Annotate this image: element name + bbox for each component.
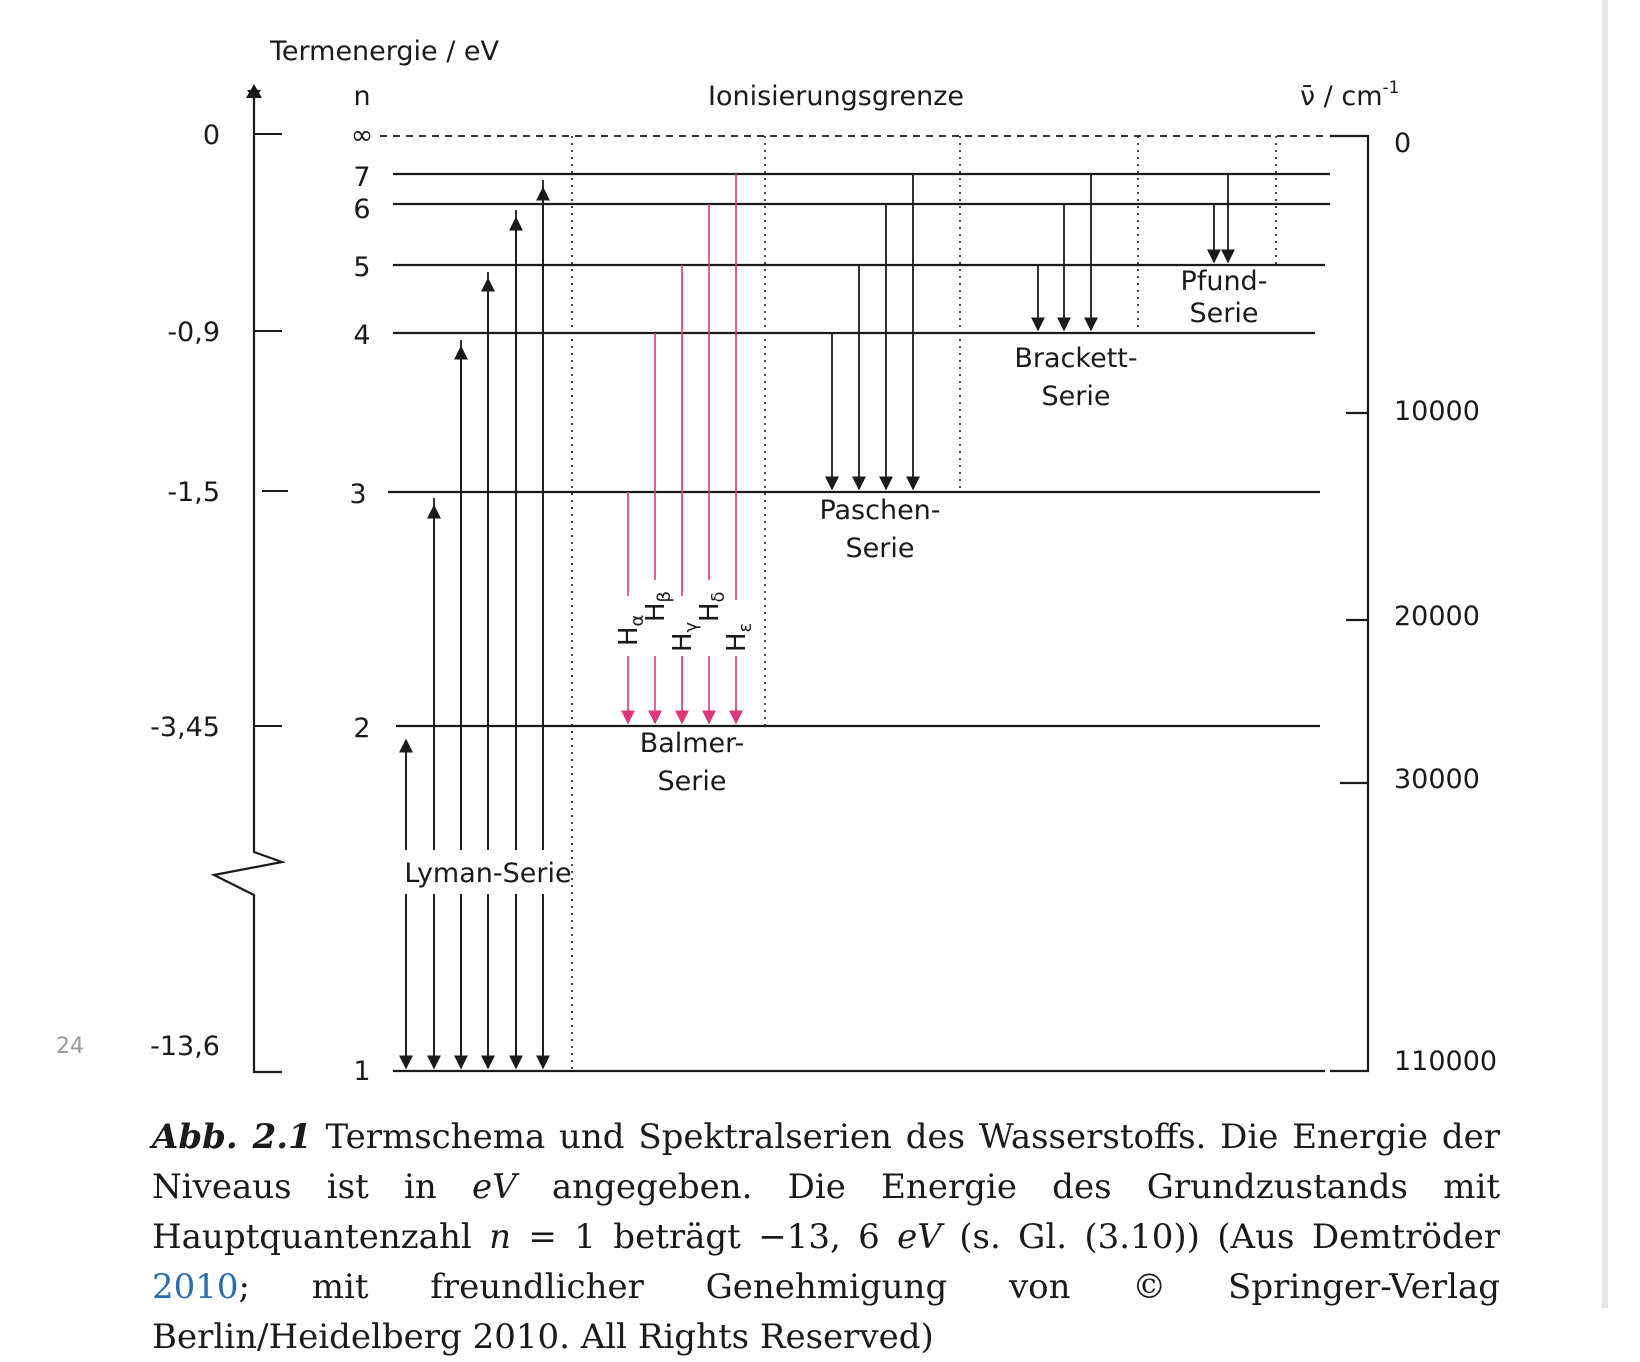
series-dividers: [571, 136, 1277, 1071]
balmer-label-alpha: Hα: [614, 615, 648, 646]
n-label-inf: ∞: [351, 120, 374, 151]
energy-axis-title: Termenergie / eV: [269, 36, 500, 67]
n-label-6: 6: [353, 194, 370, 225]
brackett-label-1: Brackett-: [1014, 343, 1137, 374]
pfund-label-2: Serie: [1190, 298, 1259, 329]
energy-axis: [210, 84, 288, 1074]
paschen-label-1: Paschen-: [819, 495, 940, 526]
energy-tick-0: 0: [203, 120, 220, 151]
wavenumber-tick-0: 0: [1394, 128, 1411, 159]
balmer-line-labels: Hα Hβ Hγ Hδ Hε: [614, 591, 756, 652]
n-label-2: 2: [353, 713, 370, 744]
energy-tick-2: -1,5: [167, 477, 220, 508]
brackett-arrows: [1031, 174, 1098, 332]
caption-lead: Abb. 2.1: [152, 1117, 312, 1157]
wavenumber-tick-4: 110000: [1394, 1046, 1497, 1077]
energy-tick-3: -3,45: [150, 712, 220, 743]
wavenumber-tick-2: 20000: [1394, 601, 1480, 632]
wavenumber-axis: [1330, 134, 1370, 1073]
page-number: 24: [56, 1034, 84, 1059]
lyman-arrows: [399, 180, 550, 1070]
pfund-arrows: [1207, 174, 1235, 264]
n-label-3: 3: [349, 479, 366, 510]
ionization-label: Ionisierungsgrenze: [708, 81, 964, 112]
balmer-label-beta: Hβ: [641, 591, 675, 622]
n-label-5: 5: [353, 252, 370, 283]
term-scheme-diagram: Termenergie / eV n Ionisierungsgrenze ν̄…: [150, 36, 1497, 1087]
energy-tick-4: -13,6: [150, 1031, 220, 1062]
brackett-label-2: Serie: [1042, 381, 1111, 412]
balmer-label-1: Balmer-: [640, 728, 745, 759]
n-label-4: 4: [353, 320, 370, 351]
balmer-label-epsilon: Hε: [722, 623, 756, 652]
figure-caption: Abb. 2.1 Termschema und Spektralserien d…: [152, 1117, 1500, 1357]
pfund-label-1: Pfund-: [1181, 266, 1268, 297]
n-label-7: 7: [353, 162, 370, 193]
wavenumber-tick-1: 10000: [1394, 396, 1480, 427]
balmer-label-2: Serie: [658, 766, 727, 797]
balmer-arrows: [621, 174, 743, 725]
energy-tick-1: -0,9: [167, 317, 220, 348]
n-header: n: [353, 81, 370, 112]
wavenumber-tick-3: 30000: [1394, 764, 1480, 795]
balmer-label-gamma: Hγ: [668, 621, 702, 652]
paschen-arrows: [825, 174, 920, 491]
n-label-1: 1: [353, 1056, 370, 1087]
wavenumber-axis-title: ν̄ / cm-1: [1300, 78, 1399, 112]
page-edge-bar: [1602, 0, 1608, 1308]
citation-link[interactable]: 2010: [152, 1267, 239, 1307]
balmer-label-delta: Hδ: [695, 591, 729, 622]
lyman-label: Lyman-Serie: [404, 858, 571, 889]
lyman-label-bg: [398, 850, 568, 894]
paschen-label-2: Serie: [846, 533, 915, 564]
